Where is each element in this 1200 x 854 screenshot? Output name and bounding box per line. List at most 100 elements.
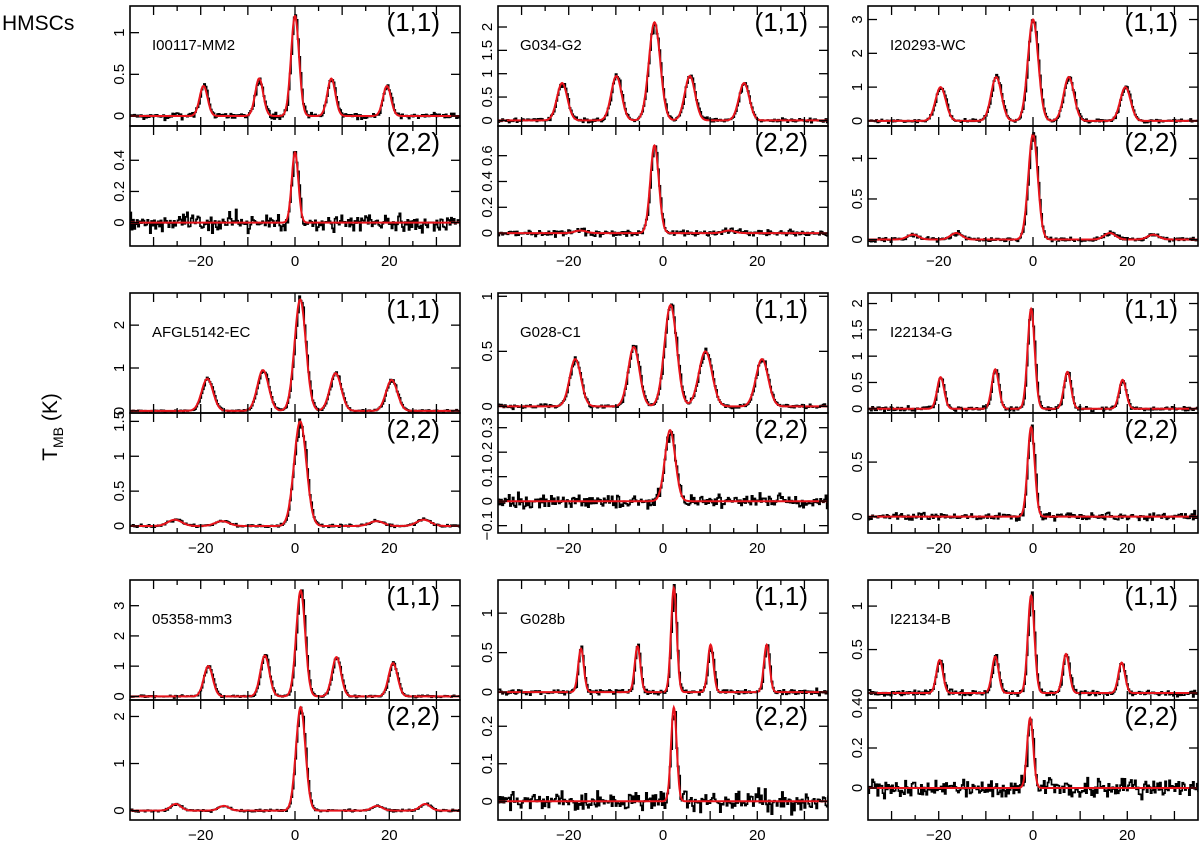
- panel-G028-C1-11: 0 0.5 1 (1,1) G028-C1: [479, 292, 829, 414]
- y-tick-label: 0: [479, 116, 496, 124]
- source-name: G034-G2: [520, 37, 582, 54]
- x-tick-label: −20: [556, 253, 581, 270]
- x-tick-label: 0: [659, 827, 667, 844]
- x-tick-label: 20: [1119, 540, 1136, 557]
- y-tick-label: 0.2: [479, 442, 496, 463]
- y-tick-label: 0.6: [479, 145, 496, 166]
- y-tick-label: 0: [111, 806, 128, 814]
- source-block-G028b: 0 0.5 1 (1,1) G028b 0 0.1 0.2 (2,2) −20 0 20: [479, 579, 829, 844]
- source-name: 05358-mm3: [152, 611, 232, 628]
- y-tick-label: −0.1: [479, 511, 496, 541]
- transition-label: (1,1): [387, 7, 440, 37]
- y-axis-title: TMB (K): [39, 393, 66, 461]
- transition-label: (1,1): [755, 581, 808, 611]
- transition-label: (2,2): [387, 414, 440, 444]
- x-tick-label: −20: [926, 827, 951, 844]
- panel-G034-G2-22: 0 0.2 0.4 0.6 (2,2) −20 0 20: [479, 125, 829, 270]
- panel-I22134-G-11: 0 0.5 1 1.5 2 (1,1) I22134-G: [849, 292, 1199, 414]
- y-tick-label: 0: [849, 117, 866, 125]
- y-tick-label: 0.2: [479, 197, 496, 218]
- source-name: G028b: [520, 611, 565, 628]
- model-fit-line: [498, 143, 828, 235]
- y-tick-label: 0.5: [479, 87, 496, 108]
- model-fit-line: [868, 715, 1198, 789]
- source-block-I22134-B: 0 0.5 1 (1,1) I22134-B 0 0.2 0.4 (2,2) −20 0 20: [849, 579, 1199, 844]
- panel-I00117-MM2-11: 0 0.5 1 (1,1) I00117-MM2: [111, 5, 461, 127]
- panel-I20293-WC-11: 0 1 2 3 (1,1) I20293-WC: [849, 5, 1199, 127]
- model-fit-line: [868, 425, 1198, 518]
- y-tick-label: 0.5: [849, 189, 866, 210]
- source-block-05358-mm3: 0 1 2 3 (1,1) 05358-mm3 0 1 2 (2,2) −20 0 20: [111, 579, 461, 844]
- transition-label: (1,1): [755, 294, 808, 324]
- source-name: I22134-G: [890, 324, 953, 341]
- model-fit-line: [868, 593, 1198, 694]
- y-tick-label: 2: [111, 712, 128, 720]
- x-tick-label: 20: [749, 253, 766, 270]
- y-tick-label: 0.2: [479, 716, 496, 737]
- y-tick-label: 1: [111, 29, 128, 37]
- panel-I22134-B-22: 0 0.2 0.4 (2,2) −20 0 20: [849, 698, 1199, 844]
- y-tick-label: 0: [849, 512, 866, 520]
- y-axis-title-unit: (K): [39, 393, 62, 427]
- model-fit-line: [498, 21, 828, 122]
- panel-I20293-WC-22: 0 0.5 1 (2,2) −20 0 20: [849, 125, 1199, 270]
- source-name: I00117-MM2: [152, 37, 235, 54]
- source-block-AFGL5142-EC: 0 1 2 (1,1) AFGL5142-EC 0 0.5 1 1.5 (2,2) −20 0 20: [111, 292, 461, 557]
- y-tick-label: 0: [479, 797, 496, 805]
- y-tick-label: 0.2: [849, 738, 866, 759]
- y-tick-label: 0: [849, 405, 866, 413]
- y-tick-label: 0: [849, 784, 866, 792]
- x-tick-label: 0: [291, 253, 299, 270]
- transition-label: (2,2): [387, 701, 440, 731]
- panel-I00117-MM2-22: 0 0.2 0.4 (2,2) −20 0 20: [111, 125, 461, 270]
- x-tick-label: −20: [926, 253, 951, 270]
- y-tick-label: 0.4: [111, 150, 128, 171]
- y-tick-label: 0.5: [111, 481, 128, 502]
- svg-text:TMB (K): TMB (K): [39, 393, 66, 461]
- y-tick-label: 0.5: [849, 639, 866, 660]
- source-name: I22134-B: [890, 611, 951, 628]
- observed-spectrum: [130, 150, 460, 235]
- source-block-I22134-G: 0 0.5 1 1.5 2 (1,1) I22134-G 0 0.5 (2,2) −20 0 20: [849, 292, 1199, 557]
- y-tick-label: 0: [111, 218, 128, 226]
- y-tick-label: 1: [479, 70, 496, 78]
- y-tick-label: 2: [849, 299, 866, 307]
- x-tick-label: −20: [926, 540, 951, 557]
- y-tick-label: 1.5: [111, 411, 128, 432]
- y-tick-label: 1: [111, 662, 128, 670]
- transition-label: (2,2): [755, 414, 808, 444]
- y-tick-label: 1: [479, 609, 496, 617]
- x-tick-label: 0: [659, 253, 667, 270]
- y-tick-label: 1: [111, 452, 128, 460]
- transition-label: (2,2): [1125, 127, 1178, 157]
- y-tick-label: 0: [111, 112, 128, 120]
- y-tick-label: 0.5: [111, 64, 128, 85]
- model-fit-line: [498, 704, 828, 803]
- y-tick-label: 1.5: [849, 319, 866, 340]
- transition-label: (2,2): [755, 701, 808, 731]
- x-tick-label: 0: [291, 827, 299, 844]
- source-block-I20293-WC: 0 1 2 3 (1,1) I20293-WC 0 0.5 1 (2,2) −20 0 20: [849, 5, 1199, 270]
- transition-label: (1,1): [755, 7, 808, 37]
- x-tick-label: 0: [1029, 827, 1037, 844]
- y-tick-label: 0: [479, 688, 496, 696]
- panel-I22134-G-22: 0 0.5 (2,2) −20 0 20: [849, 412, 1199, 557]
- panel-AFGL5142-EC-11: 0 1 2 (1,1) AFGL5142-EC: [111, 292, 461, 415]
- transition-label: (2,2): [1125, 701, 1178, 731]
- model-fit-line: [868, 306, 1198, 410]
- model-fit-line: [130, 298, 460, 412]
- y-tick-label: 1: [479, 292, 496, 300]
- y-tick-label: 0.1: [479, 753, 496, 774]
- panel-G028b-22: 0 0.1 0.2 (2,2) −20 0 20: [479, 699, 829, 844]
- transition-label: (2,2): [387, 127, 440, 157]
- x-tick-label: −20: [556, 827, 581, 844]
- x-tick-label: 20: [381, 540, 398, 557]
- source-name: G028-C1: [520, 324, 581, 341]
- y-tick-label: 0.5: [849, 372, 866, 393]
- y-tick-label: 2: [111, 321, 128, 329]
- transition-label: (1,1): [1125, 294, 1178, 324]
- y-tick-label: 0: [479, 229, 496, 237]
- y-tick-label: 1: [849, 154, 866, 162]
- x-tick-label: 20: [381, 253, 398, 270]
